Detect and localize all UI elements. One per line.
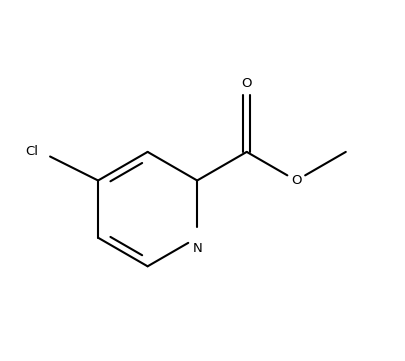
Text: Cl: Cl	[25, 145, 38, 158]
Text: O: O	[290, 174, 301, 187]
Text: O: O	[241, 77, 252, 90]
Text: N: N	[192, 242, 202, 255]
